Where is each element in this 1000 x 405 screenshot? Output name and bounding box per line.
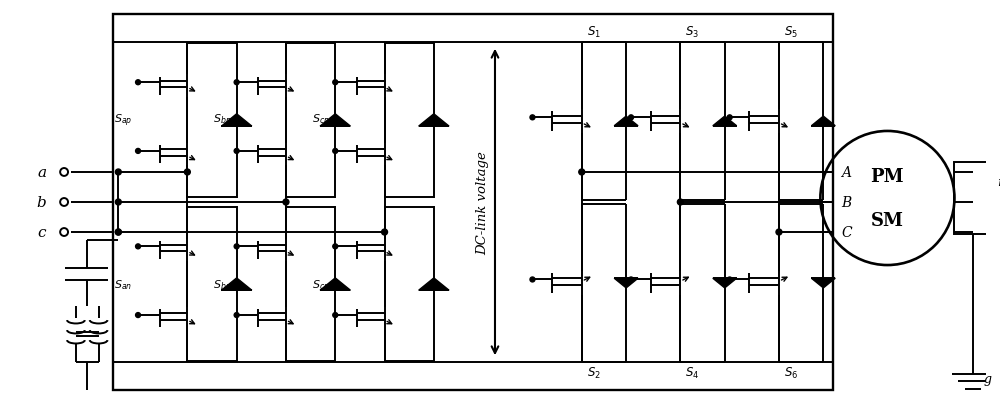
Text: g: g bbox=[983, 373, 991, 386]
Circle shape bbox=[234, 81, 239, 85]
Polygon shape bbox=[221, 278, 252, 290]
Circle shape bbox=[136, 81, 141, 85]
Polygon shape bbox=[811, 279, 835, 288]
Circle shape bbox=[727, 277, 732, 282]
Text: $S_3$: $S_3$ bbox=[685, 25, 699, 40]
Text: $S_1$: $S_1$ bbox=[587, 25, 601, 40]
Polygon shape bbox=[713, 279, 737, 288]
Circle shape bbox=[136, 244, 141, 249]
Circle shape bbox=[115, 230, 121, 235]
Polygon shape bbox=[320, 278, 350, 290]
Text: $S_{cn}$: $S_{cn}$ bbox=[312, 277, 329, 291]
Text: $S_6$: $S_6$ bbox=[784, 365, 798, 380]
Circle shape bbox=[579, 170, 585, 175]
Text: A: A bbox=[841, 166, 851, 179]
Text: $S_{bp}$: $S_{bp}$ bbox=[213, 113, 231, 129]
Polygon shape bbox=[221, 115, 252, 127]
Text: $S_4$: $S_4$ bbox=[685, 365, 700, 380]
Text: $S_{bn}$: $S_{bn}$ bbox=[213, 277, 231, 291]
Circle shape bbox=[727, 115, 732, 121]
Circle shape bbox=[234, 244, 239, 249]
Circle shape bbox=[333, 81, 338, 85]
Circle shape bbox=[677, 200, 683, 205]
Polygon shape bbox=[614, 279, 638, 288]
Circle shape bbox=[382, 230, 388, 235]
Text: $S_{an}$: $S_{an}$ bbox=[114, 277, 132, 291]
Circle shape bbox=[629, 277, 634, 282]
Text: PM: PM bbox=[871, 168, 904, 185]
Circle shape bbox=[776, 230, 782, 235]
Circle shape bbox=[234, 149, 239, 154]
Text: a: a bbox=[37, 166, 46, 179]
Text: B: B bbox=[841, 196, 851, 209]
Polygon shape bbox=[419, 278, 449, 290]
Bar bbox=[113, 15, 833, 390]
Bar bbox=[954, 162, 992, 234]
Polygon shape bbox=[811, 117, 835, 126]
Text: $S_2$: $S_2$ bbox=[587, 365, 601, 380]
Circle shape bbox=[333, 149, 338, 154]
Circle shape bbox=[234, 313, 239, 318]
Polygon shape bbox=[614, 117, 638, 126]
Circle shape bbox=[333, 244, 338, 249]
Circle shape bbox=[283, 200, 289, 205]
Circle shape bbox=[136, 313, 141, 318]
Text: DC-link voltage: DC-link voltage bbox=[477, 151, 490, 254]
Text: SM: SM bbox=[871, 211, 904, 230]
Polygon shape bbox=[419, 115, 449, 127]
Polygon shape bbox=[320, 115, 350, 127]
Circle shape bbox=[115, 170, 121, 175]
Text: $S_{ap}$: $S_{ap}$ bbox=[114, 113, 132, 129]
Text: n: n bbox=[997, 176, 1000, 189]
Circle shape bbox=[629, 115, 634, 121]
Polygon shape bbox=[713, 117, 737, 126]
Circle shape bbox=[136, 149, 141, 154]
Circle shape bbox=[115, 230, 121, 235]
Text: $S_5$: $S_5$ bbox=[784, 25, 798, 40]
Circle shape bbox=[333, 313, 338, 318]
Text: C: C bbox=[841, 226, 852, 239]
Circle shape bbox=[115, 200, 121, 205]
Circle shape bbox=[530, 277, 535, 282]
Circle shape bbox=[530, 115, 535, 121]
Text: b: b bbox=[37, 196, 46, 209]
Text: c: c bbox=[38, 226, 46, 239]
Text: $S_{cp}$: $S_{cp}$ bbox=[312, 113, 329, 129]
Circle shape bbox=[184, 170, 190, 175]
